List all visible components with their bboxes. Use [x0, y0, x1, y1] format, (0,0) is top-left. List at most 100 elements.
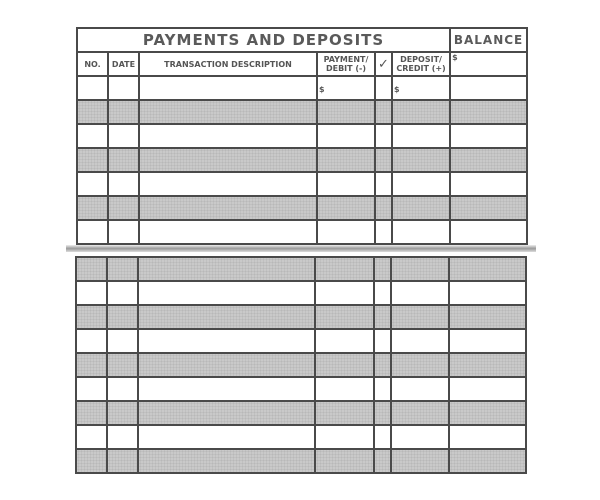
- register-cell[interactable]: [390, 424, 450, 450]
- register-cell[interactable]: [107, 123, 140, 149]
- register-cell[interactable]: [75, 280, 108, 306]
- register-cell[interactable]: [107, 171, 140, 197]
- register-cell[interactable]: [373, 304, 392, 330]
- register-cell[interactable]: [76, 123, 109, 149]
- register-cell[interactable]: [390, 171, 452, 197]
- register-cell[interactable]: [374, 75, 393, 101]
- register-cell[interactable]: [373, 280, 392, 306]
- register-cell[interactable]: [448, 352, 527, 378]
- register-cell[interactable]: [390, 352, 450, 378]
- register-cell[interactable]: [75, 424, 108, 450]
- register-cell[interactable]: [374, 219, 393, 245]
- register-cell[interactable]: [138, 99, 318, 125]
- register-cell[interactable]: [107, 75, 140, 101]
- register-cell[interactable]: [137, 400, 316, 426]
- register-cell[interactable]: [138, 147, 318, 173]
- register-cell[interactable]: [138, 219, 318, 245]
- register-cell[interactable]: [107, 219, 140, 245]
- register-cell[interactable]: [374, 99, 393, 125]
- register-cell[interactable]: [449, 147, 529, 173]
- register-cell[interactable]: [374, 123, 393, 149]
- register-cell[interactable]: [76, 219, 109, 245]
- register-cell[interactable]: [106, 424, 139, 450]
- register-cell[interactable]: [373, 256, 392, 282]
- register-cell[interactable]: [374, 171, 393, 197]
- register-cell[interactable]: [75, 328, 108, 354]
- register-cell[interactable]: [75, 304, 108, 330]
- register-cell[interactable]: [137, 448, 316, 474]
- register-cell[interactable]: [75, 352, 108, 378]
- register-cell[interactable]: [314, 424, 375, 450]
- register-cell[interactable]: [75, 256, 108, 282]
- register-cell[interactable]: [137, 256, 316, 282]
- register-cell[interactable]: [316, 123, 376, 149]
- register-cell[interactable]: [316, 219, 376, 245]
- register-cell[interactable]: [449, 75, 529, 101]
- register-cell[interactable]: [76, 75, 109, 101]
- register-cell[interactable]: [137, 280, 316, 306]
- register-cell[interactable]: [76, 195, 109, 221]
- register-cell[interactable]: [106, 376, 139, 402]
- register-cell[interactable]: [390, 99, 452, 125]
- register-cell[interactable]: [449, 219, 529, 245]
- register-cell[interactable]: [137, 304, 316, 330]
- register-cell[interactable]: [138, 123, 318, 149]
- register-cell[interactable]: [390, 376, 450, 402]
- register-cell[interactable]: [316, 99, 376, 125]
- register-cell[interactable]: [374, 147, 393, 173]
- register-cell[interactable]: [137, 352, 316, 378]
- register-cell[interactable]: [373, 352, 392, 378]
- register-cell[interactable]: [314, 352, 375, 378]
- register-cell[interactable]: [75, 376, 108, 402]
- register-cell[interactable]: [137, 424, 316, 450]
- register-cell[interactable]: [76, 171, 109, 197]
- register-cell[interactable]: [373, 448, 392, 474]
- register-cell[interactable]: [373, 400, 392, 426]
- register-cell[interactable]: [373, 328, 392, 354]
- register-cell[interactable]: [75, 448, 108, 474]
- register-cell[interactable]: [316, 147, 376, 173]
- register-cell[interactable]: [107, 147, 140, 173]
- register-cell[interactable]: [390, 123, 452, 149]
- register-cell[interactable]: [314, 280, 375, 306]
- register-cell[interactable]: [316, 195, 376, 221]
- register-cell[interactable]: [316, 171, 376, 197]
- register-cell[interactable]: [390, 400, 450, 426]
- register-cell[interactable]: [448, 280, 527, 306]
- register-cell[interactable]: [390, 280, 450, 306]
- register-cell[interactable]: [448, 304, 527, 330]
- register-cell[interactable]: [373, 376, 392, 402]
- register-cell[interactable]: [106, 400, 139, 426]
- register-cell[interactable]: [390, 195, 452, 221]
- register-cell[interactable]: [137, 328, 316, 354]
- register-cell[interactable]: [138, 171, 318, 197]
- register-cell[interactable]: $: [316, 75, 376, 101]
- register-cell[interactable]: [138, 75, 318, 101]
- register-cell[interactable]: [106, 280, 139, 306]
- register-cell[interactable]: [390, 448, 450, 474]
- register-cell[interactable]: [390, 328, 450, 354]
- register-cell[interactable]: [373, 424, 392, 450]
- register-cell[interactable]: [107, 195, 140, 221]
- register-cell[interactable]: [374, 195, 393, 221]
- register-cell[interactable]: [314, 448, 375, 474]
- register-cell[interactable]: [314, 256, 375, 282]
- register-cell[interactable]: [314, 328, 375, 354]
- register-cell[interactable]: [106, 328, 139, 354]
- register-cell[interactable]: [448, 256, 527, 282]
- register-cell[interactable]: [448, 328, 527, 354]
- register-cell[interactable]: [314, 400, 375, 426]
- register-cell[interactable]: [314, 376, 375, 402]
- register-cell[interactable]: $: [390, 75, 452, 101]
- register-cell[interactable]: [449, 123, 529, 149]
- register-cell[interactable]: [75, 400, 108, 426]
- register-cell[interactable]: [106, 352, 139, 378]
- register-cell[interactable]: [448, 448, 527, 474]
- register-cell[interactable]: [106, 256, 139, 282]
- register-cell[interactable]: [137, 376, 316, 402]
- register-cell[interactable]: [390, 304, 450, 330]
- register-cell[interactable]: [138, 195, 318, 221]
- register-cell[interactable]: [390, 147, 452, 173]
- register-cell[interactable]: [76, 99, 109, 125]
- register-cell[interactable]: [449, 171, 529, 197]
